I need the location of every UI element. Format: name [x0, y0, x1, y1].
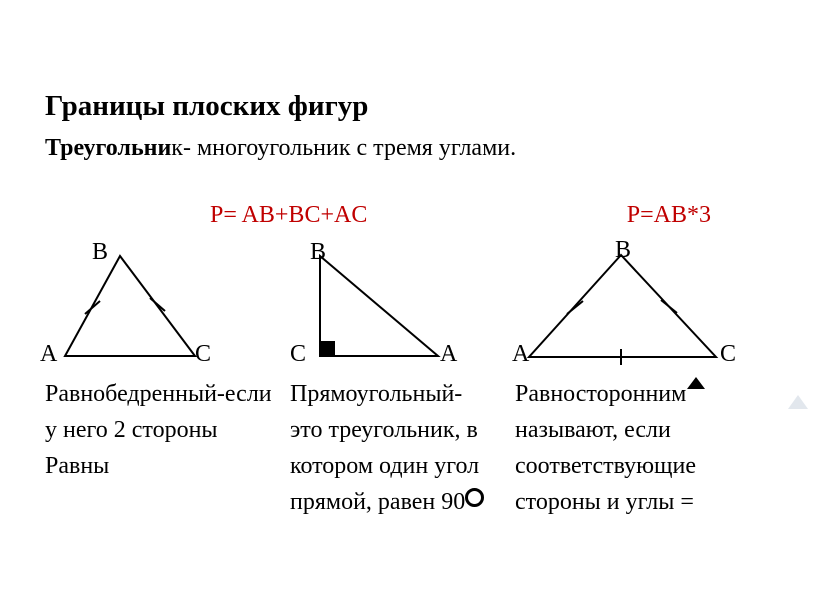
formula-row: P= AB+BC+AC P=AB*3 [45, 202, 771, 229]
desc-line: Равны [45, 448, 290, 484]
triangle-columns: В А С Равнобедренный-если у него 2 сторо… [45, 241, 771, 520]
desc-right: Прямоугольный- это треугольник, в которо… [290, 376, 515, 520]
desc-line: прямой, равен 90 [290, 484, 515, 520]
vertex-c-2: С [290, 341, 306, 368]
desc-line: Прямоугольный- [290, 376, 515, 412]
formula-perimeter-eq: P=AB*3 [627, 202, 711, 229]
diagram-isosceles: В А С [45, 241, 290, 376]
desc-line: котором один угол [290, 448, 515, 484]
desc-line: стороны и углы = [515, 484, 770, 520]
desc-line: соответствующие [515, 448, 770, 484]
subtitle: Треугольник- многоугольник с тремя углам… [45, 135, 771, 162]
desc-equilateral: Равносторонним называют, если соответств… [515, 376, 770, 520]
desc-line: называют, если [515, 412, 770, 448]
desc-line: у него 2 стороны [45, 412, 290, 448]
diagram-right: В С А [290, 241, 515, 376]
degree-ring-icon [465, 488, 484, 507]
desc-line: Равнобедренный-если [45, 376, 290, 412]
slide-deco-arrow-icon [788, 395, 808, 409]
col-right: В С А Прямоугольный- это треугольник, в … [290, 241, 515, 520]
desc-line: это треугольник, в [290, 412, 515, 448]
triangle-equilateral-icon [521, 249, 741, 379]
desc-line: Равносторонним [515, 376, 770, 412]
formula-perimeter-sum: P= AB+BC+AC [210, 202, 367, 229]
col-isosceles: В А С Равнобедренный-если у него 2 сторо… [45, 241, 290, 520]
triangle-small-icon [686, 376, 706, 390]
triangle-right-icon [308, 251, 478, 381]
diagram-equilateral: В А С [515, 241, 770, 376]
subtitle-rest: к- многоугольник с тремя углами. [171, 135, 516, 161]
subtitle-bold: Треугольни [45, 135, 171, 161]
desc-isosceles: Равнобедренный-если у него 2 стороны Рав… [45, 376, 290, 484]
col-equilateral: В А С Равносторонним называют, если [515, 241, 770, 520]
page-title: Границы плоских фигур [45, 90, 771, 123]
triangle-isosceles-icon [55, 251, 225, 381]
